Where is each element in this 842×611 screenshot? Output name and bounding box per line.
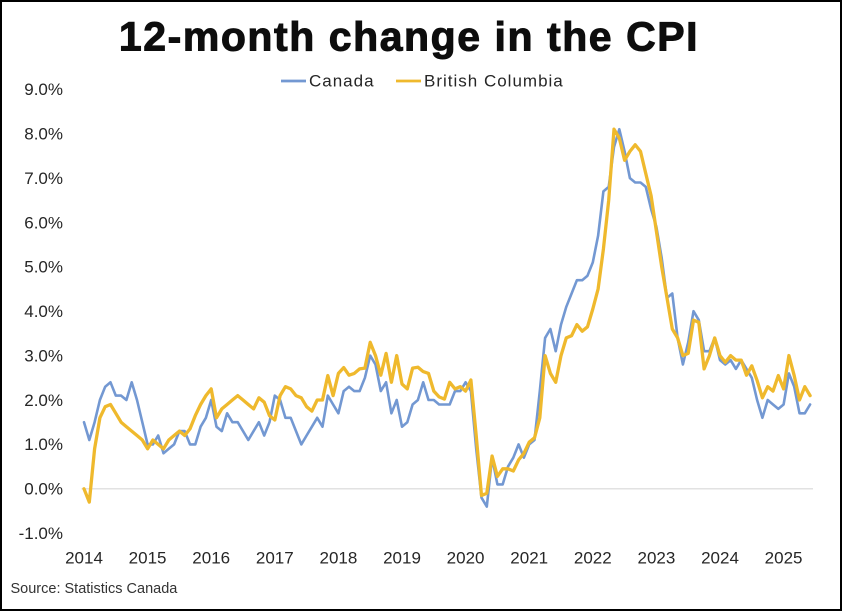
- svg-text:1.0%: 1.0%: [24, 435, 63, 454]
- svg-text:Source: Statistics Canada: Source: Statistics Canada: [11, 581, 179, 597]
- svg-text:2018: 2018: [319, 549, 357, 568]
- svg-text:2024: 2024: [701, 549, 739, 568]
- svg-text:3.0%: 3.0%: [24, 346, 63, 365]
- svg-text:4.0%: 4.0%: [24, 302, 63, 321]
- svg-text:2022: 2022: [574, 549, 612, 568]
- svg-text:12-month change in the CPI: 12-month change in the CPI: [119, 14, 699, 60]
- svg-text:2017: 2017: [256, 549, 294, 568]
- svg-text:2021: 2021: [510, 549, 548, 568]
- svg-text:2.0%: 2.0%: [24, 391, 63, 410]
- svg-text:7.0%: 7.0%: [24, 169, 63, 188]
- svg-text:2025: 2025: [765, 549, 803, 568]
- svg-text:2019: 2019: [383, 549, 421, 568]
- svg-text:-1.0%: -1.0%: [19, 524, 63, 543]
- svg-text:2014: 2014: [65, 549, 103, 568]
- svg-text:2023: 2023: [637, 549, 675, 568]
- svg-text:6.0%: 6.0%: [24, 213, 63, 232]
- svg-text:5.0%: 5.0%: [24, 258, 63, 277]
- svg-text:2020: 2020: [447, 549, 485, 568]
- svg-text:British Columbia: British Columbia: [424, 72, 564, 91]
- svg-text:2016: 2016: [192, 549, 230, 568]
- svg-text:9.0%: 9.0%: [24, 80, 63, 99]
- svg-text:Canada: Canada: [309, 72, 375, 91]
- svg-text:8.0%: 8.0%: [24, 125, 63, 144]
- svg-text:2015: 2015: [129, 549, 167, 568]
- svg-text:0.0%: 0.0%: [24, 480, 63, 499]
